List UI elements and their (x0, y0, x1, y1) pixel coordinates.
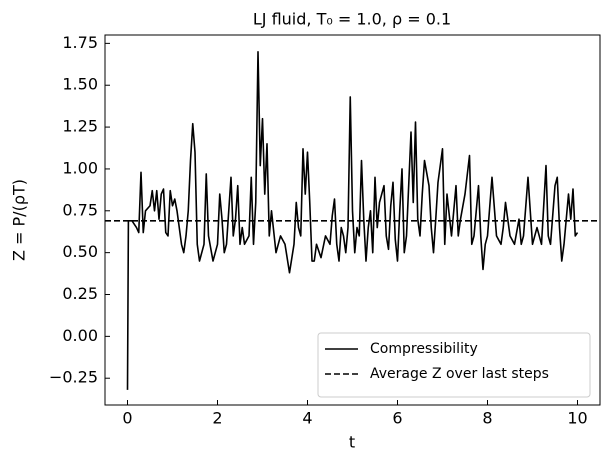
x-tick-label: 0 (122, 409, 132, 428)
y-tick-label: 0.50 (62, 242, 98, 261)
chart-title: LJ fluid, T₀ = 1.0, ρ = 0.1 (253, 10, 451, 29)
y-tick-label: 1.25 (62, 117, 98, 136)
x-tick-label: 2 (212, 409, 222, 428)
plot-frame (104, 34, 601, 406)
y-tick-label: 0.25 (62, 284, 98, 303)
x-tick-label: 8 (482, 409, 492, 428)
y-tick-label: 1.75 (62, 33, 98, 52)
y-tick-label: 0.75 (62, 200, 98, 219)
y-tick-label: 0.00 (62, 326, 98, 345)
data-line (126, 50, 579, 390)
y-tick-label: −0.25 (49, 368, 98, 387)
legend-label: Average Z over last steps (370, 366, 549, 382)
legend-box (317, 332, 591, 398)
x-tick-label: 4 (302, 409, 312, 428)
legend-label: Compressibility (370, 341, 478, 357)
y-axis-label: Z = P/(ρT) (10, 179, 29, 261)
y-tick-label: 1.00 (62, 158, 98, 177)
x-tick-label: 10 (567, 409, 587, 428)
x-tick-label: 6 (392, 409, 402, 428)
x-axis-label: t (349, 433, 355, 452)
y-tick-label: 1.50 (62, 75, 98, 94)
